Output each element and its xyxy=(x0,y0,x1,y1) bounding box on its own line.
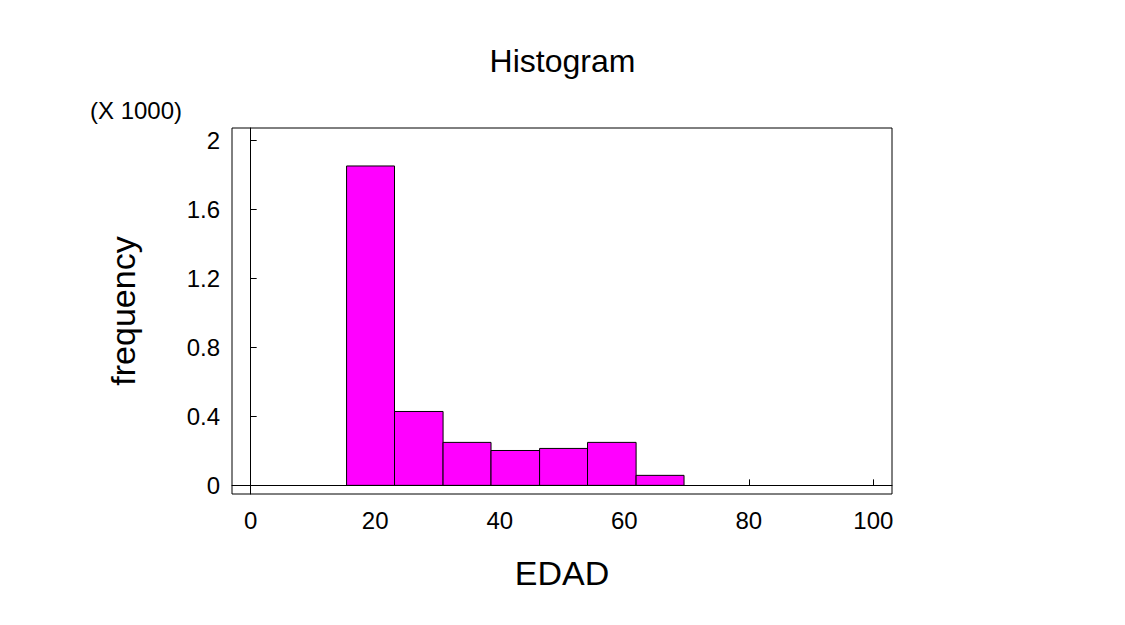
svg-text:0: 0 xyxy=(207,472,220,499)
svg-text:80: 80 xyxy=(735,507,762,534)
svg-text:20: 20 xyxy=(362,507,389,534)
svg-text:1.6: 1.6 xyxy=(187,196,220,223)
svg-text:60: 60 xyxy=(611,507,638,534)
svg-text:1.2: 1.2 xyxy=(187,265,220,292)
svg-text:EDAD: EDAD xyxy=(515,554,609,592)
svg-text:2: 2 xyxy=(207,127,220,154)
svg-text:0.4: 0.4 xyxy=(187,403,220,430)
svg-text:0.8: 0.8 xyxy=(187,334,220,361)
svg-text:40: 40 xyxy=(486,507,513,534)
svg-text:0: 0 xyxy=(244,507,257,534)
svg-text:100: 100 xyxy=(853,507,893,534)
svg-text:frequency: frequency xyxy=(104,236,142,385)
svg-text:Histogram: Histogram xyxy=(490,43,636,79)
svg-text:(X 1000): (X 1000) xyxy=(90,97,182,124)
